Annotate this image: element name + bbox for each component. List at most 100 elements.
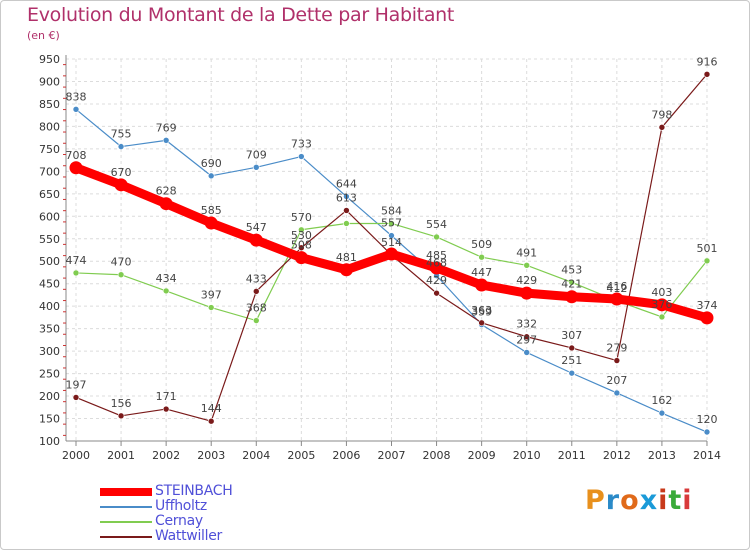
legend-swatch bbox=[100, 488, 152, 496]
data-label-cernay: 509 bbox=[471, 238, 492, 251]
data-point-wattwiller bbox=[343, 207, 350, 214]
x-tick-label: 2000 bbox=[62, 449, 90, 462]
y-tick-label: 550 bbox=[39, 233, 60, 246]
legend-label: Cernay bbox=[155, 513, 203, 529]
data-label-cernay: 397 bbox=[201, 289, 222, 302]
data-point-cernay bbox=[388, 220, 395, 227]
y-tick-label: 800 bbox=[39, 120, 60, 133]
x-tick-label: 2014 bbox=[693, 449, 721, 462]
logo-letter: r bbox=[605, 485, 621, 516]
data-point-uffholtz bbox=[523, 349, 531, 356]
y-tick-label: 850 bbox=[39, 98, 60, 111]
data-point-wattwiller bbox=[252, 288, 260, 295]
y-tick-label: 300 bbox=[39, 345, 60, 358]
data-label-overlap: 412 bbox=[606, 282, 627, 295]
data-label-wattwiller: 144 bbox=[201, 402, 222, 415]
data-label-overlap: 557 bbox=[381, 217, 402, 230]
data-point-cernay bbox=[343, 220, 350, 227]
logo-letter: o bbox=[620, 485, 640, 516]
data-label-cernay: 491 bbox=[516, 246, 537, 259]
data-label-wattwiller: 307 bbox=[561, 329, 582, 342]
y-unit-label: (en €) bbox=[27, 29, 60, 42]
logo-letter: t bbox=[668, 485, 683, 516]
y-tick-label: 150 bbox=[39, 413, 60, 426]
chart-title: Evolution du Montant de la Dette par Hab… bbox=[27, 4, 455, 26]
y-tick-label: 500 bbox=[39, 255, 60, 268]
data-label-overlap: 514 bbox=[381, 236, 402, 249]
legend-item-uffholtz: Uffholtz bbox=[100, 498, 300, 514]
data-label-cernay: 584 bbox=[381, 204, 402, 217]
data-point-steinbach bbox=[565, 290, 579, 304]
legend-label: Uffholtz bbox=[155, 498, 207, 514]
x-tick-label: 2009 bbox=[468, 449, 496, 462]
data-point-steinbach bbox=[384, 247, 398, 261]
data-label-uffholtz: 120 bbox=[696, 413, 717, 426]
data-label-cernay: 474 bbox=[66, 254, 87, 267]
y-tick-label: 700 bbox=[39, 165, 60, 178]
x-tick-label: 2011 bbox=[558, 449, 586, 462]
y-tick-label: 100 bbox=[39, 435, 60, 448]
data-point-uffholtz bbox=[207, 172, 215, 180]
data-point-cernay bbox=[478, 253, 485, 261]
data-label-steinbach: 508 bbox=[291, 239, 312, 252]
data-label-cernay: 453 bbox=[561, 263, 582, 276]
data-point-uffholtz bbox=[658, 409, 666, 417]
data-label-uffholtz: 162 bbox=[651, 394, 672, 407]
data-point-cernay bbox=[252, 317, 260, 324]
data-point-steinbach bbox=[69, 161, 83, 175]
y-tick-label: 650 bbox=[39, 188, 60, 201]
legend-swatch bbox=[100, 506, 152, 508]
y-tick-label: 450 bbox=[39, 278, 60, 291]
x-tick-label: 2005 bbox=[287, 449, 315, 462]
data-point-uffholtz bbox=[162, 137, 170, 144]
data-point-uffholtz bbox=[568, 369, 576, 377]
data-label-overlap: 530 bbox=[291, 229, 312, 242]
legend-swatch bbox=[100, 536, 152, 538]
data-point-uffholtz bbox=[72, 106, 80, 113]
x-tick-label: 2010 bbox=[513, 449, 541, 462]
y-tick-label: 350 bbox=[39, 323, 60, 336]
data-label-cernay: 554 bbox=[426, 218, 447, 231]
data-point-uffholtz bbox=[343, 193, 350, 200]
data-point-steinbach bbox=[204, 216, 218, 230]
data-point-steinbach bbox=[294, 251, 308, 265]
y-tick-label: 250 bbox=[39, 368, 60, 381]
data-label-wattwiller: 156 bbox=[111, 397, 132, 410]
legend: STEINBACH Uffholtz Cernay Wattwiller bbox=[100, 483, 300, 544]
data-label-wattwiller: 916 bbox=[696, 55, 717, 68]
data-point-wattwiller bbox=[658, 124, 666, 131]
data-label-overlap: 613 bbox=[336, 191, 357, 204]
data-point-cernay bbox=[298, 226, 305, 234]
data-label-uffholtz: 838 bbox=[66, 90, 87, 103]
data-label-overlap: 429 bbox=[426, 274, 447, 287]
x-tick-label: 2004 bbox=[242, 449, 270, 462]
data-label-uffholtz: 690 bbox=[201, 157, 222, 170]
data-label-steinbach: 708 bbox=[66, 149, 87, 162]
data-point-cernay bbox=[433, 233, 440, 241]
data-point-cernay bbox=[117, 271, 125, 279]
data-label-steinbach: 429 bbox=[516, 274, 537, 287]
data-point-uffholtz bbox=[703, 428, 711, 436]
data-label-overlap: 468 bbox=[426, 257, 447, 270]
data-label-steinbach: 628 bbox=[156, 185, 177, 198]
data-label-wattwiller: 798 bbox=[651, 108, 672, 121]
data-label-cernay: 368 bbox=[246, 302, 267, 315]
x-tick-label: 2008 bbox=[423, 449, 451, 462]
y-tick-label: 600 bbox=[39, 210, 60, 223]
legend-swatch bbox=[100, 521, 152, 523]
data-label-wattwiller: 433 bbox=[246, 272, 267, 285]
data-point-steinbach bbox=[475, 278, 489, 292]
legend-item-steinbach: STEINBACH bbox=[100, 483, 300, 499]
data-point-wattwiller bbox=[613, 357, 621, 364]
logo-letter: P bbox=[585, 485, 606, 516]
data-point-cernay bbox=[658, 313, 666, 321]
data-label-steinbach: 670 bbox=[111, 166, 132, 179]
logo-letter: i bbox=[682, 485, 693, 516]
x-tick-label: 2013 bbox=[648, 449, 676, 462]
data-point-uffholtz bbox=[613, 389, 621, 397]
data-label-wattwiller: 197 bbox=[66, 378, 87, 391]
x-tick-label: 2001 bbox=[107, 449, 135, 462]
proxiti-logo: Proxiti bbox=[585, 485, 693, 516]
data-label-steinbach: 374 bbox=[696, 299, 717, 312]
data-label-cernay: 470 bbox=[111, 256, 132, 269]
